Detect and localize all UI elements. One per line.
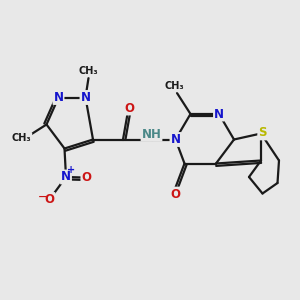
Text: N: N bbox=[170, 133, 181, 146]
Text: NH: NH bbox=[142, 128, 161, 141]
Text: CH₃: CH₃ bbox=[12, 133, 32, 143]
Text: O: O bbox=[44, 193, 55, 206]
Text: CH₃: CH₃ bbox=[79, 66, 98, 76]
Text: N: N bbox=[214, 107, 224, 121]
Text: −: − bbox=[38, 191, 48, 202]
Text: +: + bbox=[67, 165, 76, 176]
Text: CH₃: CH₃ bbox=[164, 81, 184, 92]
Text: O: O bbox=[81, 171, 92, 184]
Text: S: S bbox=[258, 126, 267, 140]
Text: N: N bbox=[53, 91, 64, 104]
Text: N: N bbox=[80, 91, 91, 104]
Text: O: O bbox=[124, 101, 134, 115]
Text: O: O bbox=[170, 188, 181, 201]
Text: N: N bbox=[61, 170, 71, 184]
